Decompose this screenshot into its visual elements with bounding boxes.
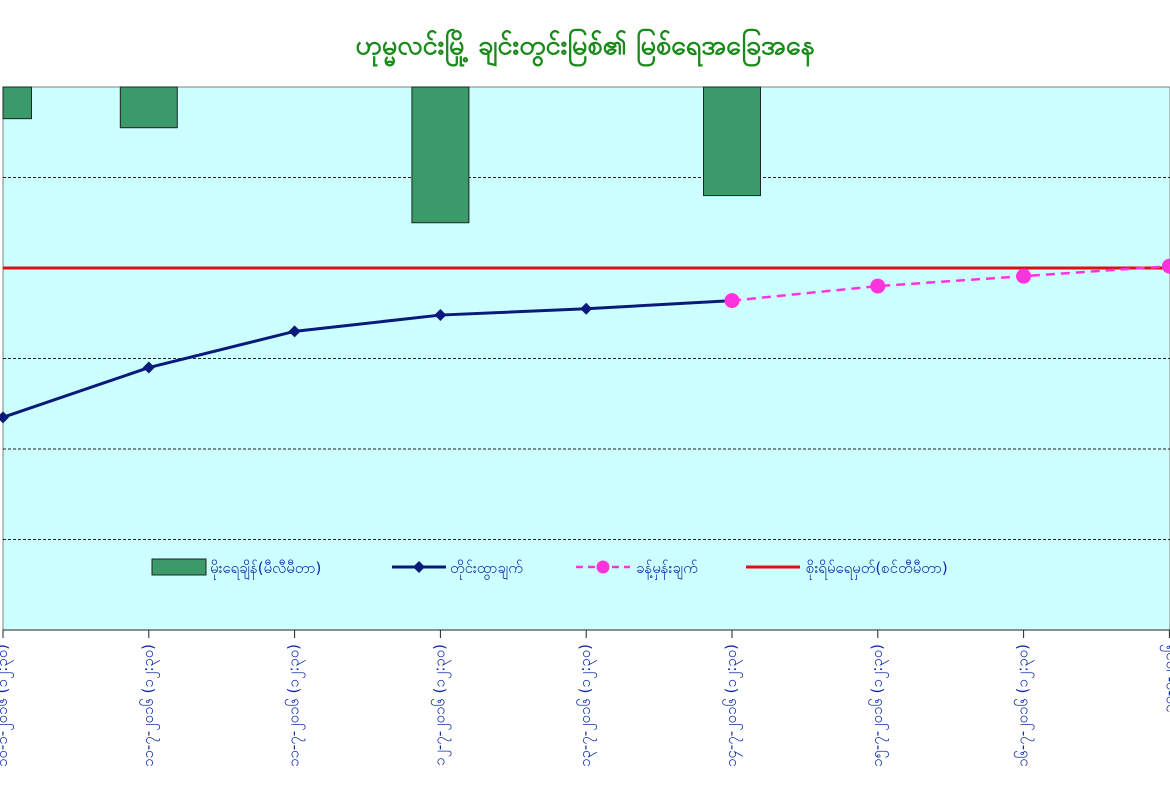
x-tick-label-6: ၁၅-၇-၂၀၁၆ (၁၂:၃၀) — [868, 644, 889, 767]
rainfall-bars — [2, 86, 761, 224]
rainfall-bar-3 — [411, 86, 470, 224]
forecast-point-5 — [724, 293, 740, 309]
rainfall-bar-1 — [119, 86, 178, 129]
forecast-line — [731, 264, 1170, 302]
legend-label-warning: စိုးရိမ်ရေမှတ်(စင်တီမီတာ) — [806, 559, 948, 580]
legend-label-rainfall: မိုးရေချိန်(မီလီမီတာ) — [210, 559, 321, 580]
forecast-point-7 — [1016, 268, 1032, 284]
series-lines — [0, 258, 1170, 424]
x-tick-label-8: ၁၇-၇-၂၀၁၆ — [1159, 644, 1170, 713]
x-tick-label-4: ၁၃-၇-၂၀၁၆ (၁၂:၃၀) — [576, 644, 597, 767]
x-tick-label-3: ၁၂-၇-၂၀၁၆ (၁၂:၃၀) — [430, 644, 451, 766]
legend-swatch-rainfall — [151, 558, 207, 576]
x-tick-label-2: ၁၁-၇-၂၀၁၆ (၁၂:၃၀) — [285, 644, 306, 767]
legend-label-forecast: ခန့်မှန်းချက် — [636, 559, 698, 580]
legend: မိုးရေချိန်(မီလီမီတာ) တိုင်းထွာချက် ခန့်မှ… — [151, 558, 948, 580]
forecast-point-8 — [1161, 258, 1170, 274]
x-tick-label-1: ၁၁-၇-၂၀၁၆ (၁၂:၃၀) — [139, 644, 160, 767]
forecast-point-6 — [870, 278, 886, 294]
legend-label-observed: တိုင်းထွာချက် — [450, 559, 523, 580]
legend-marker-forecast — [596, 560, 610, 574]
rainfall-bar-0 — [2, 86, 32, 120]
rainfall-bar-5 — [703, 86, 761, 197]
observed-line — [2, 299, 733, 419]
x-tick-label-7: ၁၆-၇-၂၀၁၆ (၁၂:၃၀) — [1014, 644, 1035, 767]
observed-point-2 — [288, 325, 301, 338]
observed-point-1 — [142, 361, 155, 374]
observed-point-0 — [0, 411, 9, 424]
legend-marker-observed — [413, 561, 425, 573]
observed-point-4 — [580, 302, 593, 315]
x-tick-label-0: ၁၀-၁-၂၀၁၆ (၁၂:၃၀) — [0, 644, 14, 767]
observed-point-3 — [434, 309, 447, 322]
x-axis: ၁၀-၁-၂၀၁၆ (၁၂:၃၀) ၁၁-၇-၂၀၁၆ (၁၂:၃၀) ၁၁-၇-၂… — [0, 629, 1170, 767]
x-tick-label-5: ၁၄-၇-၂၀၁၆ (၁၂:၃၀) — [722, 644, 743, 767]
gridlines — [3, 177, 1170, 540]
chart-title: ဟုမ္မလင်းမြို့ ချင်းတွင်းမြစ်၏ မြစ်ရေအခြ… — [355, 30, 815, 61]
